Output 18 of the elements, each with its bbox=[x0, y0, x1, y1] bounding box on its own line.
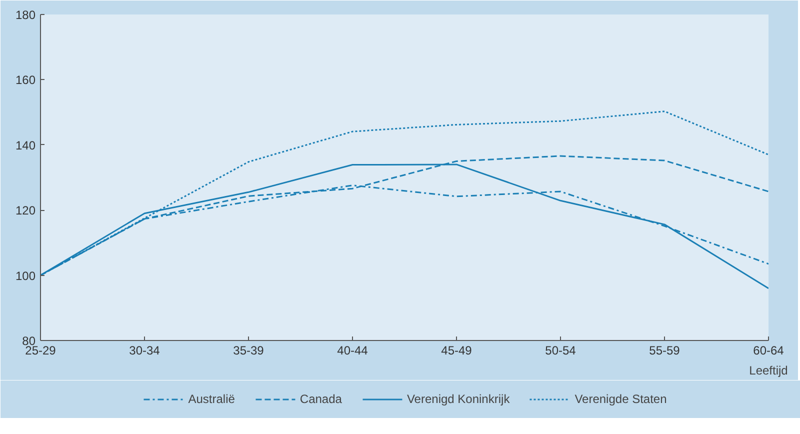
x-axis-title: Leeftijd bbox=[749, 364, 788, 378]
legend-label: Verenigd Koninkrijk bbox=[406, 392, 510, 406]
legend-label: Australië bbox=[188, 392, 235, 406]
x-tick-label: 55-59 bbox=[649, 344, 680, 358]
y-tick-label: 180 bbox=[15, 8, 36, 22]
x-tick-label: 35-39 bbox=[233, 344, 264, 358]
x-tick-label: 40-44 bbox=[337, 344, 368, 358]
x-tick-label: 25-29 bbox=[25, 344, 56, 358]
y-tick-label: 120 bbox=[15, 204, 36, 218]
legend-label: Verenigde Staten bbox=[574, 392, 667, 406]
y-tick-label: 100 bbox=[15, 268, 36, 283]
x-tick-label: 50-54 bbox=[545, 344, 576, 358]
legend-label: Canada bbox=[300, 392, 342, 406]
y-tick-label: 160 bbox=[15, 73, 36, 88]
x-tick-label: 30-34 bbox=[129, 344, 160, 358]
x-tick-label: 45-49 bbox=[441, 344, 472, 358]
y-tick-label: 140 bbox=[15, 138, 36, 152]
x-tick-label: 60-64 bbox=[753, 344, 784, 358]
